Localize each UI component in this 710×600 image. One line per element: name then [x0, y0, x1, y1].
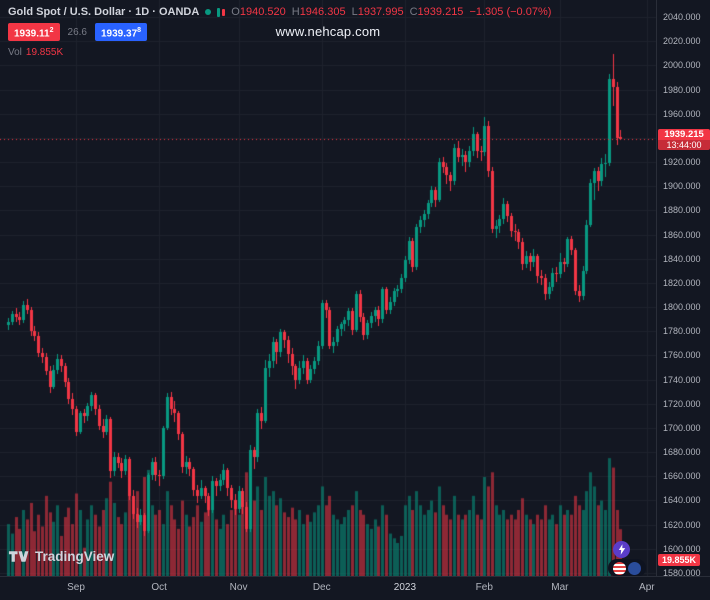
price-axis-label: 1800.000	[663, 302, 701, 313]
us-flag-icon	[613, 561, 626, 575]
bar-countdown: 13:44:00	[658, 139, 710, 150]
price-axis-label: 1960.000	[663, 108, 701, 119]
low-value: L1937.995	[351, 6, 404, 18]
price-axis-label: 2000.000	[663, 60, 701, 71]
price-axis-label: 1720.000	[663, 398, 701, 409]
price-axis-label: 1740.000	[663, 374, 701, 385]
sell-price: 1939.11	[14, 28, 50, 40]
time-axis-label: Nov	[229, 582, 248, 593]
change-value: −1.305 (−0.07%)	[469, 6, 552, 18]
price-axis-label: 1600.000	[663, 543, 701, 554]
price-axis-label: 1640.000	[663, 495, 701, 506]
tradingview-logo-text: TradingView	[35, 549, 115, 564]
ohlc-values: O1940.520 H1946.305 L1937.995 C1939.215 …	[231, 6, 551, 18]
sell-price-sup: 2	[49, 27, 54, 34]
price-axis-label: 2020.000	[663, 36, 701, 47]
price-axis-label: 1680.000	[663, 447, 701, 458]
candles-icon	[217, 7, 226, 17]
price-axis-label: 1900.000	[663, 181, 701, 192]
volume-label: Vol	[8, 47, 22, 59]
lightning-icon	[618, 544, 625, 555]
time-axis-label: Mar	[551, 582, 569, 593]
eu-flag-icon	[628, 561, 641, 575]
time-axis-label: Oct	[151, 582, 167, 593]
volume-badge: 19.855K	[658, 554, 701, 566]
price-axis-label: 1880.000	[663, 205, 701, 216]
tradingview-logo[interactable]: TradingView	[8, 549, 114, 564]
time-axis-label: Sep	[67, 582, 85, 593]
volume-legend: Vol 19.855K	[8, 47, 551, 58]
buy-price: 1939.37	[100, 28, 138, 40]
price-axis-label: 1820.000	[663, 277, 701, 288]
buy-button[interactable]: 1939.378	[94, 23, 148, 42]
sell-button[interactable]: 1939.112	[8, 23, 60, 42]
open-value: O1940.520	[231, 6, 286, 18]
lightning-button[interactable]	[613, 541, 630, 558]
high-value: H1946.305	[291, 6, 346, 18]
price-axis-label: 1840.000	[663, 253, 701, 264]
symbol-title[interactable]: Gold Spot / U.S. Dollar · 1D · OANDA	[8, 6, 200, 18]
time-axis-label: Apr	[639, 582, 655, 593]
chart-legend: Gold Spot / U.S. Dollar · 1D · OANDA O19…	[8, 6, 551, 58]
volume-value: 19.855K	[25, 47, 64, 59]
price-axis-label: 1760.000	[663, 350, 701, 361]
time-axis-label: 2023	[393, 582, 417, 593]
price-axis-label: 1780.000	[663, 326, 701, 337]
buy-price-sup: 8	[137, 27, 142, 34]
price-axis-label: 1700.000	[663, 422, 701, 433]
price-axis-label: 1580.000	[663, 568, 701, 578]
time-axis[interactable]: Sep Oct Nov Dec 2023 Feb Mar Apr	[0, 576, 710, 600]
close-value: C1939.215	[409, 6, 464, 18]
price-axis[interactable]: 1939.215 13:44:00 19.855K 2040.000 2020.0…	[656, 0, 710, 578]
spread-value: 26.6	[67, 26, 87, 38]
legend-row-main: Gold Spot / U.S. Dollar · 1D · OANDA O19…	[8, 6, 551, 18]
last-price-badge: 1939.215 13:44:00	[658, 128, 710, 150]
price-axis-label: 1660.000	[663, 471, 701, 482]
price-axis-label: 1860.000	[663, 229, 701, 240]
market-status-icon	[205, 9, 212, 15]
price-axis-label: 1620.000	[663, 519, 701, 530]
legend-row-trade: 1939.112 26.6 1939.378	[8, 23, 551, 42]
time-axis-label: Dec	[312, 582, 331, 593]
watermark-text: www.nehcap.com	[275, 24, 381, 39]
tradingview-logo-icon	[8, 551, 29, 562]
time-axis-label: Feb	[475, 582, 493, 593]
last-price-value: 1939.215	[664, 128, 704, 140]
price-axis-label: 2040.000	[663, 12, 701, 22]
price-axis-label: 1980.000	[663, 84, 701, 95]
price-axis-label: 1920.000	[663, 157, 701, 168]
flags-button[interactable]	[608, 559, 646, 577]
